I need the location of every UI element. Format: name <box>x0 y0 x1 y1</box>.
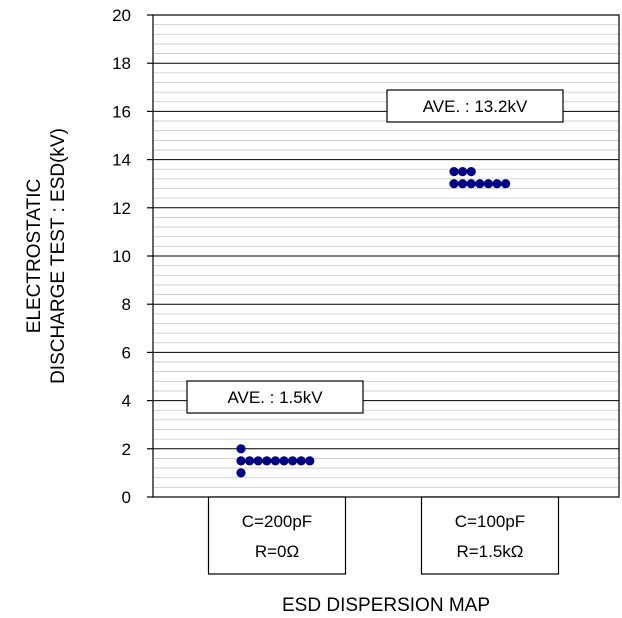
data-point <box>245 456 255 466</box>
average-label: AVE. : 13.2kV <box>423 97 528 116</box>
data-point <box>288 456 298 466</box>
data-point <box>236 444 246 454</box>
data-point <box>305 456 315 466</box>
y-axis: 0 2 4 6 8 10 12 14 16 18 20 <box>112 6 153 507</box>
data-point <box>492 179 502 189</box>
y-tick-label: 14 <box>112 151 131 170</box>
average-box <box>186 380 364 414</box>
y-axis-title: ELECTROSTATIC DISCHARGE TEST : ESD(kV) <box>24 128 69 384</box>
data-point <box>253 456 263 466</box>
y-tick-label: 10 <box>112 247 131 266</box>
y-axis-title-line: ELECTROSTATIC <box>24 179 45 333</box>
y-tick-label: 20 <box>112 6 131 25</box>
data-point <box>458 167 468 177</box>
y-tick-label: 4 <box>122 392 131 411</box>
data-point <box>449 179 459 189</box>
data-point <box>483 179 493 189</box>
average-box <box>386 89 564 123</box>
y-tick-label: 2 <box>122 440 131 459</box>
category-label-line1: C=100pF <box>455 512 525 531</box>
data-point <box>466 179 476 189</box>
y-tick-label: 0 <box>122 488 131 507</box>
data-point <box>296 456 306 466</box>
category-labels: C=200pF R=0Ω C=100pF R=1.5kΩ <box>207 496 560 575</box>
x-axis-title: ESD DISPERSION MAP <box>282 595 490 616</box>
data-point <box>466 167 476 177</box>
category-label-line2: R=0Ω <box>255 542 299 561</box>
data-point <box>458 179 468 189</box>
y-tick-label: 6 <box>122 343 131 362</box>
data-point <box>449 167 459 177</box>
average-label: AVE. : 1.5kV <box>227 388 323 407</box>
y-tick-label: 18 <box>112 54 131 73</box>
data-point <box>236 468 246 478</box>
data-point <box>262 456 272 466</box>
data-point <box>236 456 246 466</box>
category-box <box>420 496 560 575</box>
data-markers <box>236 167 511 478</box>
category-box <box>207 496 347 575</box>
data-point <box>475 179 485 189</box>
category-label-line1: C=200pF <box>242 512 312 531</box>
y-tick-label: 12 <box>112 199 131 218</box>
data-point <box>270 456 280 466</box>
y-axis-title-line: DISCHARGE TEST : ESD(kV) <box>48 128 69 384</box>
average-annotations: AVE. : 1.5kV AVE. : 13.2kV <box>186 89 564 414</box>
data-point <box>279 456 289 466</box>
y-tick-label: 8 <box>122 295 131 314</box>
plot-area <box>152 14 620 498</box>
category-label-line2: R=1.5kΩ <box>456 542 523 561</box>
y-tick-label: 16 <box>112 102 131 121</box>
data-point <box>501 179 511 189</box>
